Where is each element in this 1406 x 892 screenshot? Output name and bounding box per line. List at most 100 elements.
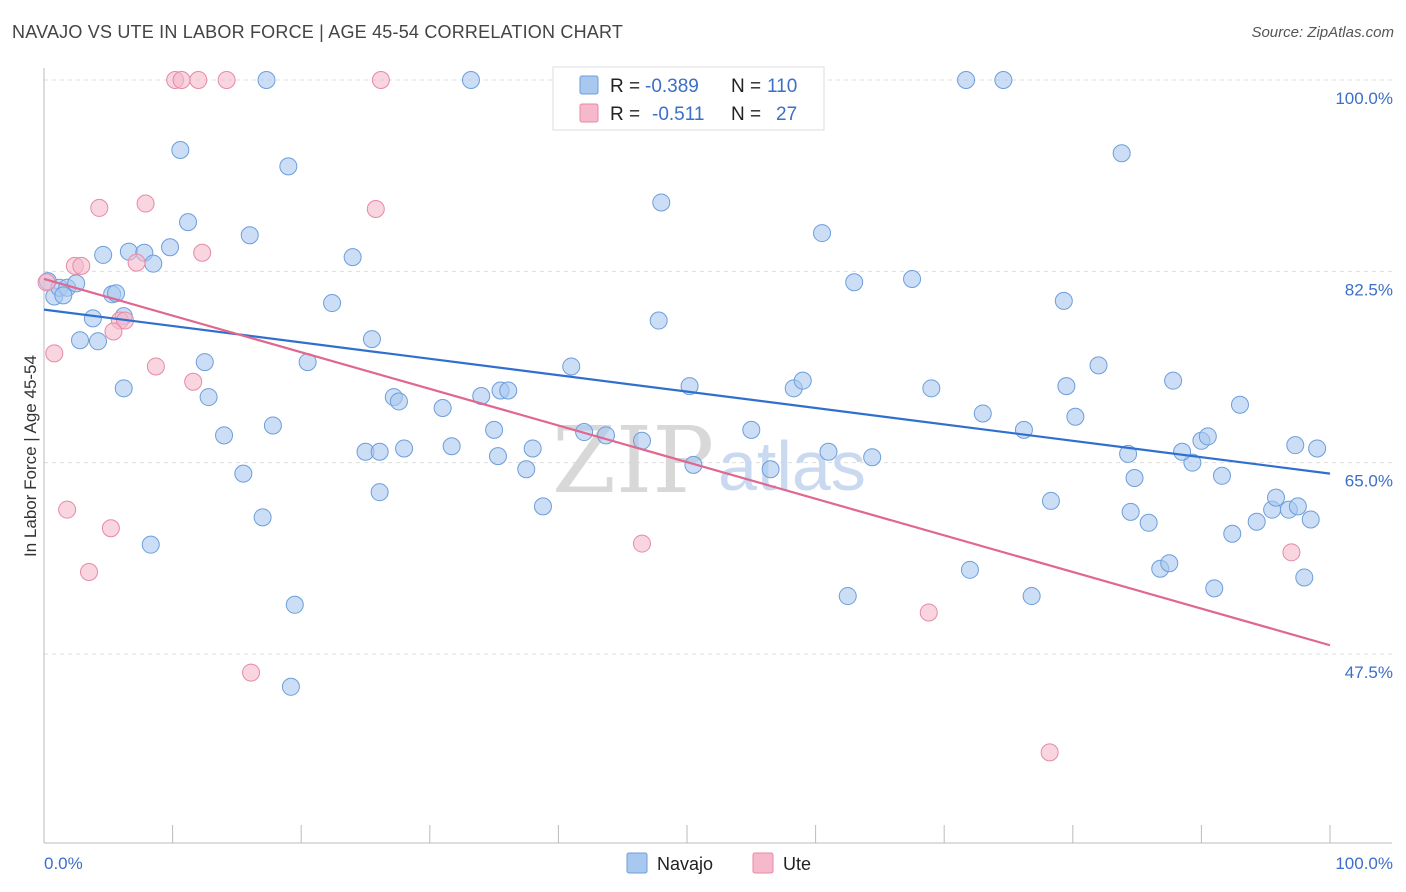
navajo-point	[71, 331, 90, 350]
navajo-point	[389, 392, 408, 411]
navajo-n-value: 110	[767, 76, 797, 97]
x-tick-label: 100.0%	[1335, 854, 1393, 873]
navajo-point	[485, 420, 504, 439]
ute-r-label: R =	[610, 104, 640, 125]
navajo-point	[533, 497, 552, 516]
navajo-point	[281, 677, 300, 696]
navajo-point	[370, 483, 389, 502]
navajo-point	[83, 309, 102, 328]
navajo-point	[761, 460, 780, 479]
chart-title: NAVAJO VS UTE IN LABOR FORCE | AGE 45-54…	[12, 22, 624, 42]
navajo-point	[161, 238, 180, 257]
navajo-point	[141, 535, 160, 554]
navajo-point	[960, 560, 979, 579]
navajo-point	[215, 426, 234, 445]
bottom-legend-ute-label[interactable]: Ute	[783, 854, 811, 874]
y-tick-label: 47.5%	[1345, 663, 1393, 682]
navajo-point	[240, 226, 259, 245]
bottom-legend-navajo-swatch[interactable]	[626, 852, 648, 874]
navajo-point	[1286, 436, 1305, 455]
navajo-point	[1057, 377, 1076, 396]
navajo-r-label: R =	[610, 76, 640, 97]
bottom-legend: Navajo Ute	[626, 852, 811, 874]
navajo-point	[957, 71, 976, 89]
navajo-point	[253, 508, 272, 527]
navajo-point	[488, 447, 507, 466]
y-tick-label: 100.0%	[1335, 89, 1393, 108]
navajo-point	[285, 595, 304, 614]
bottom-legend-ute-swatch[interactable]	[752, 852, 774, 874]
navajo-point	[838, 587, 857, 606]
navajo-point	[922, 379, 941, 398]
grid-layer	[44, 79, 1392, 655]
navajo-point	[257, 71, 276, 89]
navajo-point	[433, 399, 452, 417]
navajo-point	[1308, 439, 1327, 458]
ute-r-value: -0.511	[652, 104, 704, 125]
watermark-atlas: atlas	[718, 427, 866, 505]
navajo-point	[1183, 453, 1202, 472]
navajo-point	[1212, 466, 1231, 485]
navajo-point	[144, 254, 163, 273]
ute-point	[104, 322, 123, 341]
ute-point	[632, 534, 651, 553]
ute-point	[136, 194, 155, 213]
ute-point	[127, 253, 146, 272]
navajo-point	[562, 357, 581, 376]
ute-point	[217, 71, 236, 89]
navajo-point	[1198, 427, 1217, 446]
ute-point	[146, 357, 165, 376]
navajo-point	[1022, 587, 1041, 606]
navajo-r-value: -0.389	[645, 76, 699, 97]
navajo-series	[38, 71, 1327, 696]
stats-legend: R = -0.389 N = 110 R = -0.511 N = 27	[552, 66, 825, 131]
ute-point	[72, 256, 91, 275]
ute-point	[101, 519, 120, 538]
navajo-point	[523, 439, 542, 458]
watermark: ZIP atlas	[552, 407, 866, 514]
navajo-point	[343, 248, 362, 267]
navajo-point	[499, 381, 518, 400]
navajo-point	[54, 286, 73, 305]
bottom-legend-navajo-label[interactable]: Navajo	[657, 854, 713, 874]
navajo-point	[179, 213, 198, 232]
navajo-point	[1295, 568, 1314, 587]
navajo-trend-line	[43, 308, 1331, 475]
chart-source: Source: ZipAtlas.com	[1251, 24, 1394, 41]
x-tick-labels: 0.0% 100.0%	[44, 854, 1393, 873]
navajo-point	[442, 437, 461, 456]
ute-point	[45, 344, 64, 363]
navajo-point	[461, 71, 480, 89]
navajo-point	[649, 311, 668, 330]
navajo-point	[263, 416, 282, 435]
navajo-point	[1066, 407, 1085, 426]
navajo-point	[973, 404, 992, 423]
navajo-point	[370, 442, 389, 461]
navajo-point	[1266, 488, 1285, 507]
navajo-point	[863, 448, 882, 467]
ute-point	[193, 243, 212, 262]
navajo-point	[1041, 491, 1060, 510]
navajo-swatch	[579, 75, 599, 95]
trend-lines	[43, 277, 1331, 647]
ute-point	[242, 663, 261, 682]
navajo-point	[114, 379, 133, 398]
ute-point	[58, 500, 77, 519]
ute-n-value: 27	[776, 104, 797, 125]
navajo-point	[813, 224, 832, 243]
navajo-point	[89, 332, 108, 351]
y-axis-label: In Labor Force | Age 45-54	[21, 355, 40, 557]
navajo-point	[1173, 442, 1192, 461]
axis-layer	[43, 68, 1392, 844]
navajo-point	[1112, 144, 1131, 163]
navajo-point	[819, 442, 838, 461]
ute-point	[189, 71, 208, 89]
navajo-point	[742, 420, 761, 439]
y-tick-label: 82.5%	[1345, 280, 1393, 299]
navajo-point	[362, 330, 381, 349]
navajo-point	[1121, 502, 1140, 521]
navajo-point	[1288, 497, 1307, 516]
navajo-point	[903, 269, 922, 288]
navajo-point	[517, 460, 536, 479]
